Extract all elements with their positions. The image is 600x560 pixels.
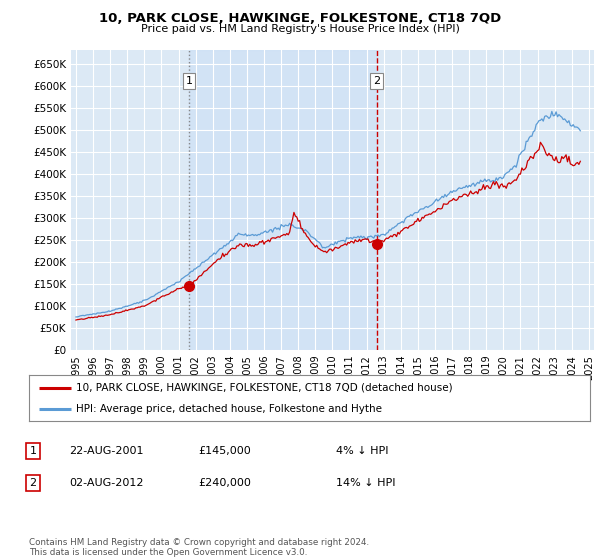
- Text: 14% ↓ HPI: 14% ↓ HPI: [336, 478, 395, 488]
- Text: Price paid vs. HM Land Registry's House Price Index (HPI): Price paid vs. HM Land Registry's House …: [140, 24, 460, 34]
- Text: 10, PARK CLOSE, HAWKINGE, FOLKESTONE, CT18 7QD (detached house): 10, PARK CLOSE, HAWKINGE, FOLKESTONE, CT…: [76, 382, 453, 393]
- Text: 1: 1: [29, 446, 37, 456]
- Text: 4% ↓ HPI: 4% ↓ HPI: [336, 446, 389, 456]
- Text: Contains HM Land Registry data © Crown copyright and database right 2024.
This d: Contains HM Land Registry data © Crown c…: [29, 538, 369, 557]
- Text: 10, PARK CLOSE, HAWKINGE, FOLKESTONE, CT18 7QD: 10, PARK CLOSE, HAWKINGE, FOLKESTONE, CT…: [99, 12, 501, 25]
- Text: £240,000: £240,000: [198, 478, 251, 488]
- Text: HPI: Average price, detached house, Folkestone and Hythe: HPI: Average price, detached house, Folk…: [76, 404, 382, 414]
- Text: 1: 1: [186, 76, 193, 86]
- Text: 22-AUG-2001: 22-AUG-2001: [69, 446, 143, 456]
- Text: 02-AUG-2012: 02-AUG-2012: [69, 478, 143, 488]
- Text: 2: 2: [29, 478, 37, 488]
- Bar: [189, 50, 377, 350]
- Text: £145,000: £145,000: [198, 446, 251, 456]
- Text: 2: 2: [373, 76, 380, 86]
